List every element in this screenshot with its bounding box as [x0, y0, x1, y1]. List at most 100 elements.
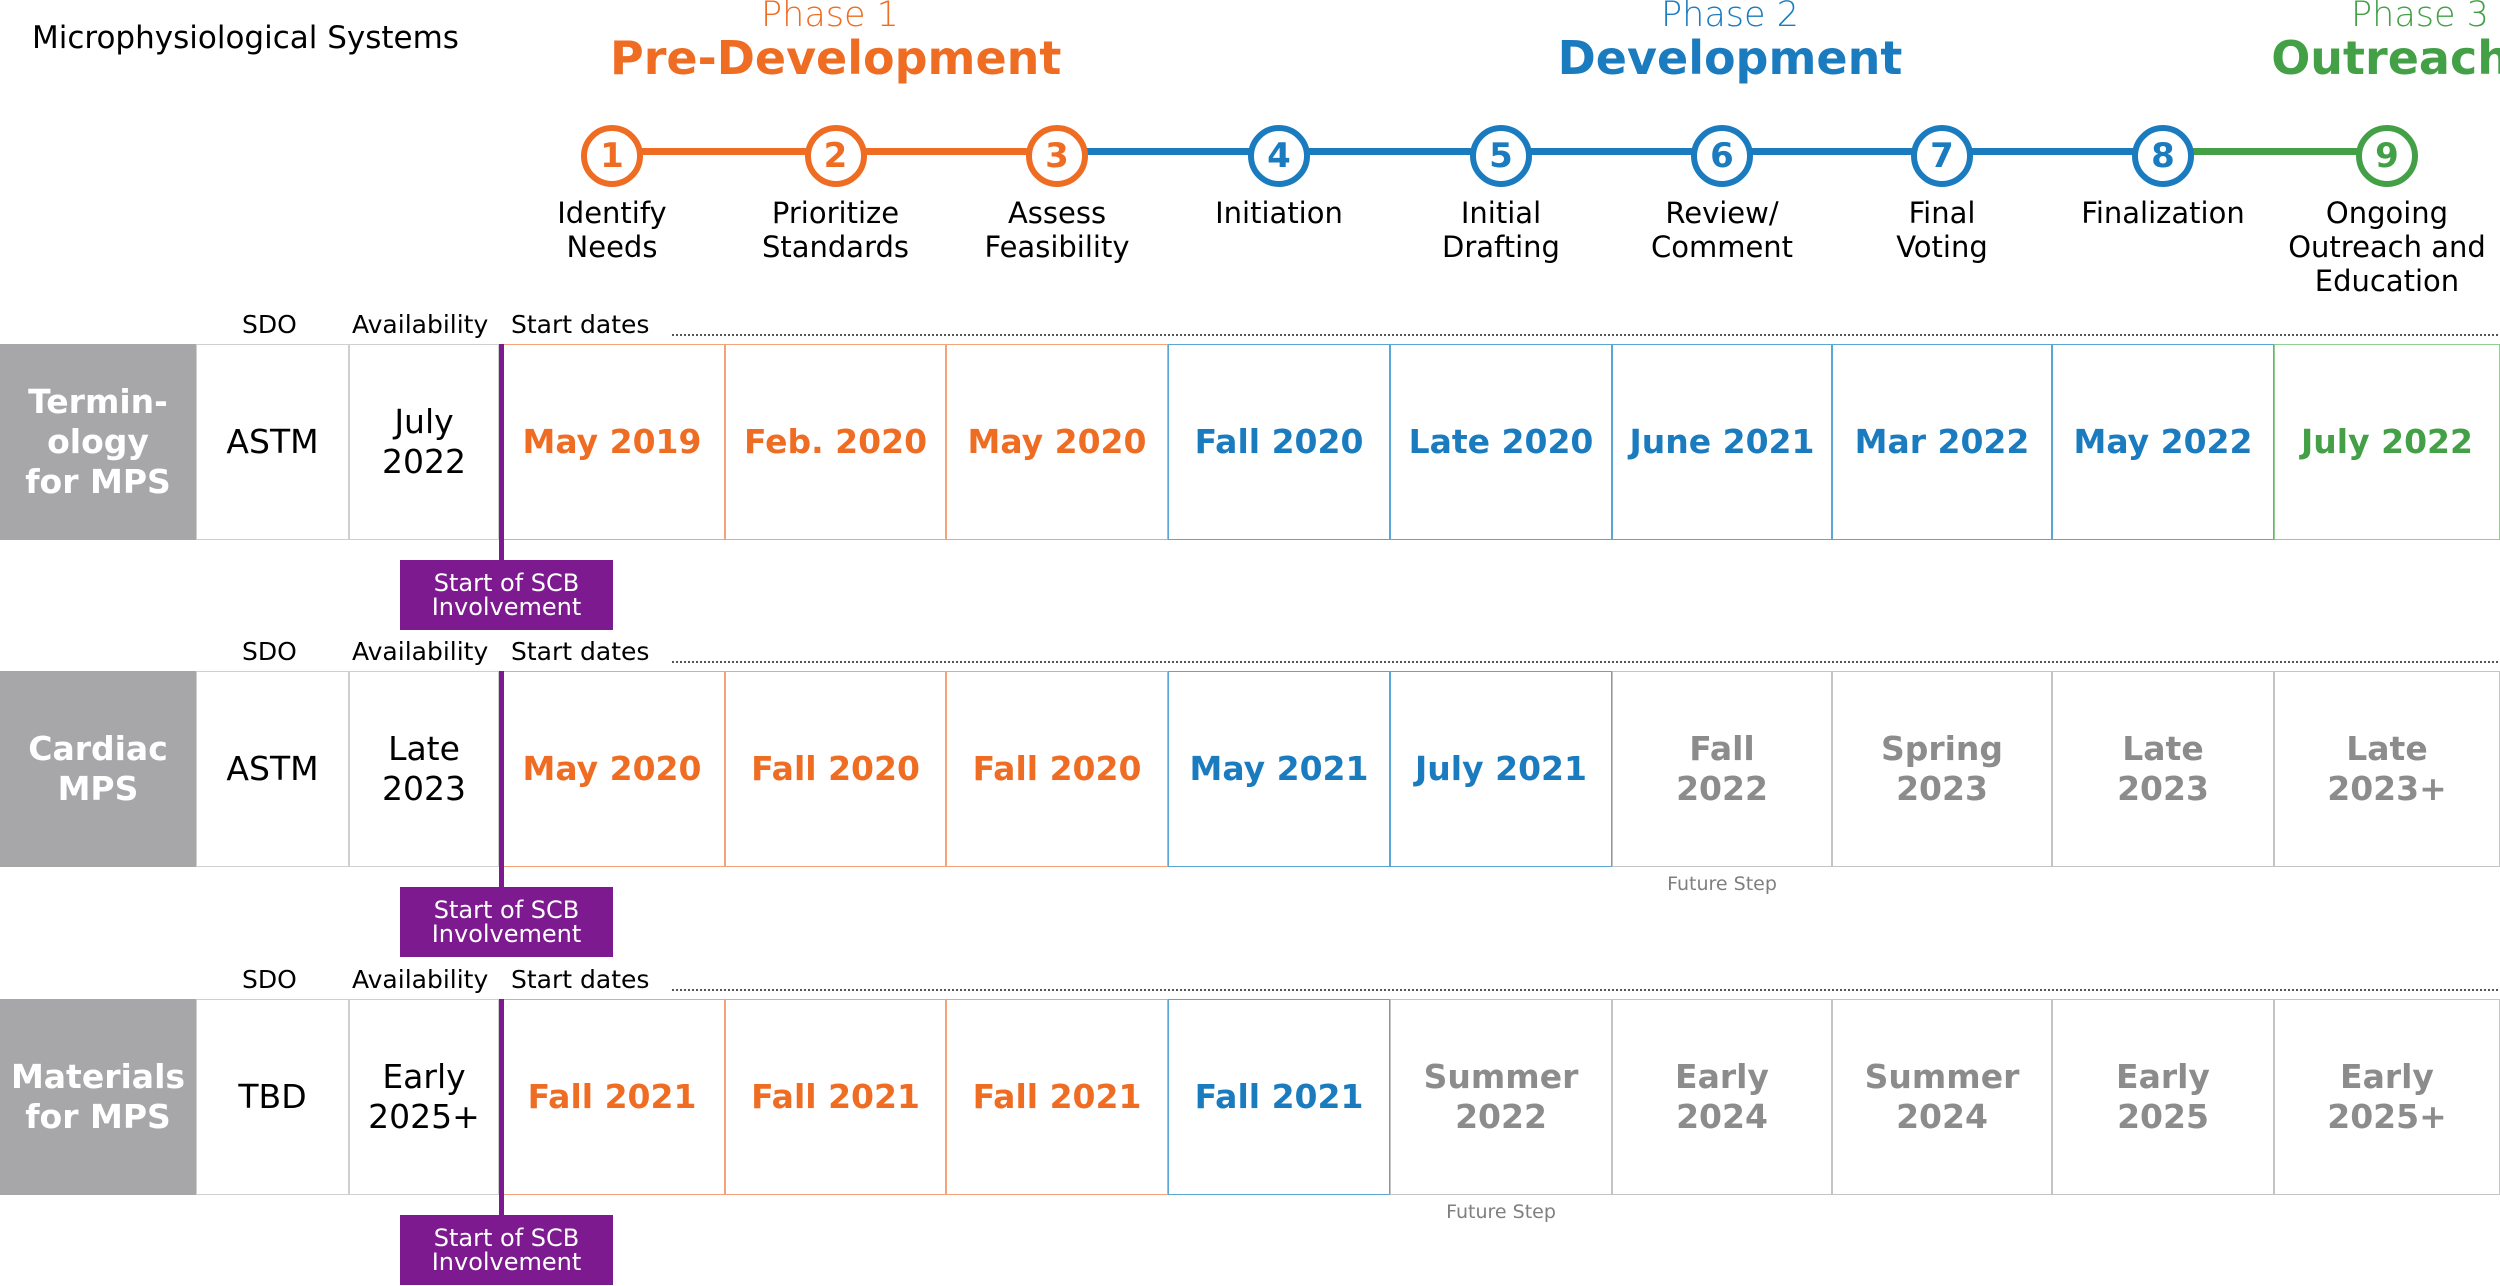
- step-9-date-cell: Late 2023+: [2274, 671, 2500, 867]
- step-9-label: Ongoing Outreach and Education: [2288, 196, 2486, 298]
- step-5-marker: 5: [1470, 125, 1532, 187]
- step-2-date-cell: Fall 2020: [725, 671, 946, 867]
- sdo-header: SDO: [242, 310, 297, 339]
- step-9-marker: 9: [2356, 125, 2418, 187]
- step-5-date-cell: July 2021: [1390, 671, 1612, 867]
- phase-3-number: Phase 3: [2351, 0, 2489, 35]
- step-4-marker: 4: [1248, 125, 1310, 187]
- timeline-connector: [612, 148, 836, 155]
- date-value: May 2022: [2073, 422, 2253, 461]
- step-7-date-cell: Summer 2024: [1832, 999, 2052, 1195]
- date-value: May 2019: [522, 422, 702, 461]
- step-8-date-cell: May 2022: [2052, 344, 2274, 540]
- step-8-marker: 8: [2132, 125, 2194, 187]
- date-value: Summer 2022: [1423, 1057, 1579, 1136]
- step-3-date-cell: Fall 2021: [946, 999, 1168, 1195]
- sdo-cell: ASTM: [196, 671, 349, 867]
- availability-cell: July 2022: [349, 344, 499, 540]
- phase-2-number: Phase 2: [1661, 0, 1799, 35]
- date-value: Mar 2022: [1854, 422, 2030, 461]
- date-value: Fall 2020: [751, 749, 920, 788]
- date-value: May 2020: [967, 422, 1147, 461]
- header-divider: [672, 661, 2498, 663]
- date-value: Fall 2021: [972, 1077, 1142, 1116]
- scb-start-line: [499, 344, 504, 576]
- step-7-date-cell: Mar 2022: [1832, 344, 2052, 540]
- availability-value: July 2022: [382, 402, 466, 481]
- availability-header: Availability: [352, 310, 489, 339]
- step-8-date-cell: Early 2025: [2052, 999, 2274, 1195]
- row-label: Cardiac MPS: [0, 671, 196, 867]
- date-value: Late 2020: [1408, 422, 1594, 461]
- sdo-header: SDO: [242, 965, 297, 994]
- date-value: Early 2025+: [2327, 1057, 2447, 1136]
- start-dates-header: Start dates: [511, 965, 650, 994]
- scb-involvement-badge: Start of SCB Involvement: [400, 560, 613, 630]
- date-value: Late 2023: [2117, 729, 2209, 808]
- step-2-label: Prioritize Standards: [761, 196, 910, 264]
- date-value: July 2022: [2301, 422, 2473, 461]
- step-1-marker: 1: [581, 125, 643, 187]
- phase-1-name: Pre-Development: [610, 31, 1062, 85]
- step-5-label: Initial Drafting: [1442, 196, 1560, 264]
- step-7-date-cell: Spring 2023: [1832, 671, 2052, 867]
- step-9-date-cell: July 2022: [2274, 344, 2500, 540]
- phase-1-number: Phase 1: [761, 0, 899, 35]
- step-1-date-cell: May 2020: [499, 671, 725, 867]
- date-value: Early 2025: [2116, 1057, 2210, 1136]
- sdo-cell: TBD: [196, 999, 349, 1195]
- step-6-label: Review/Comment: [1650, 196, 1794, 264]
- step-2-marker: 2: [804, 125, 867, 187]
- date-value: Fall 2021: [527, 1077, 697, 1116]
- phase-3-name: Outreach: [2271, 31, 2500, 85]
- step-9-date-cell: Early 2025+: [2274, 999, 2500, 1195]
- step-1-date-cell: May 2019: [499, 344, 725, 540]
- date-value: Early 2024: [1675, 1057, 1769, 1136]
- scb-start-line: [499, 671, 504, 903]
- date-value: Fall 2022: [1676, 729, 1768, 808]
- step-2-date-cell: Feb. 2020: [725, 344, 946, 540]
- step-7-marker: 7: [1911, 125, 1973, 187]
- page-title: Microphysiological Systems: [32, 20, 459, 56]
- header-divider: [672, 989, 2498, 991]
- date-value: Late 2023+: [2327, 729, 2447, 808]
- step-3-date-cell: Fall 2020: [946, 671, 1168, 867]
- timeline-connector: [1057, 148, 1279, 155]
- timeline-connector: [1942, 148, 2163, 155]
- step-4-date-cell: Fall 2021: [1168, 999, 1390, 1195]
- timeline-connector: [1279, 148, 1501, 155]
- availability-value: Early 2025+: [368, 1057, 480, 1136]
- step-3-marker: 3: [1026, 125, 1088, 187]
- sdo-value: ASTM: [226, 749, 319, 788]
- availability-value: Late 2023: [382, 729, 466, 808]
- step-6-marker: 6: [1691, 125, 1753, 187]
- timeline-connector: [1722, 148, 1942, 155]
- date-value: Fall 2021: [1194, 1077, 1364, 1116]
- sdo-value: ASTM: [226, 422, 319, 461]
- date-value: Feb. 2020: [743, 422, 928, 461]
- scb-start-line: [499, 999, 504, 1231]
- future-step-note: Future Step: [1667, 873, 1777, 895]
- step-3-date-cell: May 2020: [946, 344, 1168, 540]
- step-2-date-cell: Fall 2021: [725, 999, 946, 1195]
- step-8-label: Finalization: [2081, 196, 2245, 230]
- step-6-date-cell: June 2021: [1612, 344, 1832, 540]
- step-5-date-cell: Late 2020: [1390, 344, 1612, 540]
- step-5-date-cell: Summer 2022: [1390, 999, 1612, 1195]
- date-value: Fall 2020: [1194, 422, 1364, 461]
- sdo-cell: ASTM: [196, 344, 349, 540]
- sdo-value: TBD: [238, 1077, 307, 1116]
- step-1-label: Identify Needs: [557, 196, 667, 264]
- start-dates-header: Start dates: [511, 310, 650, 339]
- timeline-connector: [1501, 148, 1722, 155]
- timeline-connector: [2163, 148, 2387, 155]
- date-value: Fall 2020: [972, 749, 1142, 788]
- date-value: July 2021: [1415, 749, 1587, 788]
- scb-involvement-badge: Start of SCB Involvement: [400, 1215, 613, 1285]
- scb-involvement-badge: Start of SCB Involvement: [400, 887, 613, 957]
- date-value: June 2021: [1629, 422, 1815, 461]
- step-8-date-cell: Late 2023: [2052, 671, 2274, 867]
- availability-header: Availability: [352, 637, 489, 666]
- step-7-label: Final Voting: [1896, 196, 1988, 264]
- phase-2-name: Development: [1557, 31, 1903, 85]
